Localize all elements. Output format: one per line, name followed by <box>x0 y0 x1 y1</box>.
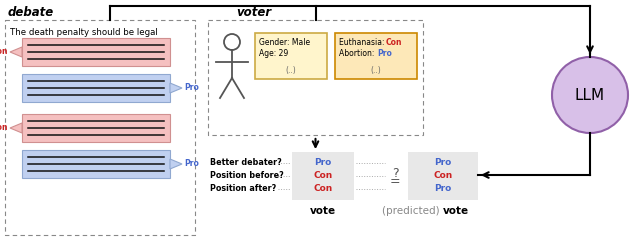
Bar <box>335 33 417 79</box>
Circle shape <box>552 57 628 133</box>
Text: voter: voter <box>236 6 271 19</box>
Bar <box>22 114 170 142</box>
Text: Pro: Pro <box>184 83 199 92</box>
Bar <box>22 74 170 102</box>
Polygon shape <box>10 123 22 133</box>
Text: Better debater?: Better debater? <box>210 158 282 167</box>
Text: Pro: Pro <box>435 184 452 193</box>
Text: debate: debate <box>8 6 54 19</box>
Bar <box>255 33 327 79</box>
Text: LLM: LLM <box>575 88 605 102</box>
Text: Con: Con <box>314 184 333 193</box>
Text: Pro: Pro <box>435 158 452 167</box>
Text: Con: Con <box>433 171 452 180</box>
Bar <box>5 20 195 235</box>
Polygon shape <box>170 159 182 169</box>
Text: Con: Con <box>0 123 8 132</box>
Text: The death penalty should be legal: The death penalty should be legal <box>10 28 157 37</box>
Bar <box>22 150 170 178</box>
Bar <box>408 152 478 200</box>
Text: Con: Con <box>314 171 333 180</box>
Text: (predicted): (predicted) <box>382 206 443 216</box>
Text: Con: Con <box>386 38 403 47</box>
Bar <box>22 38 170 66</box>
Text: Abortion:: Abortion: <box>339 49 377 58</box>
Text: Age: 29: Age: 29 <box>259 49 288 58</box>
Text: Euthanasia:: Euthanasia: <box>339 38 387 47</box>
Bar <box>208 20 423 135</box>
Text: vote: vote <box>443 206 469 216</box>
Text: (..): (..) <box>285 66 296 75</box>
Polygon shape <box>10 47 22 57</box>
Polygon shape <box>170 83 182 93</box>
Text: Pro: Pro <box>184 160 199 169</box>
Text: Pro: Pro <box>377 49 392 58</box>
Text: (..): (..) <box>371 66 381 75</box>
Bar <box>292 152 354 200</box>
Text: Pro: Pro <box>314 158 332 167</box>
Text: Gender: Male: Gender: Male <box>259 38 310 47</box>
Text: Position before?: Position before? <box>210 171 284 180</box>
Text: Con: Con <box>0 48 8 57</box>
Text: =: = <box>390 175 400 188</box>
Text: vote: vote <box>310 206 336 216</box>
Text: ?: ? <box>392 167 398 180</box>
Text: Position after?: Position after? <box>210 184 276 193</box>
